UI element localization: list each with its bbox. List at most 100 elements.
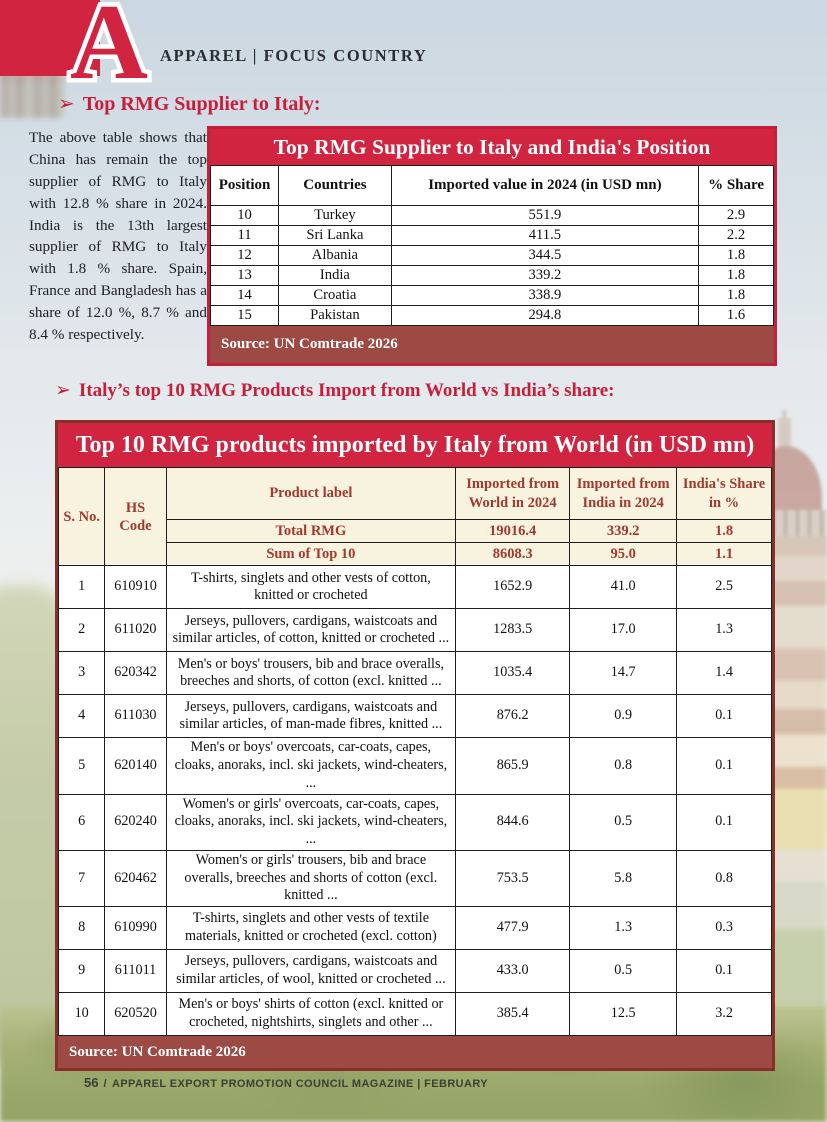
summary-value: 19016.4	[455, 518, 571, 544]
table-cell: 844.6	[455, 793, 571, 851]
table-cell: 620240	[104, 793, 167, 851]
table-cell: 13	[209, 265, 280, 286]
footer-separator: /	[103, 1078, 107, 1090]
summary-value: 95.0	[569, 542, 678, 567]
table-cell: Jerseys, pullovers, cardigans, waistcoat…	[165, 694, 457, 739]
table-cell: Men's or boys' trousers, bib and brace o…	[165, 651, 457, 696]
table-cell: 610910	[104, 565, 167, 610]
table-cell: 14.7	[569, 651, 678, 696]
table-cell: 0.8	[676, 849, 772, 908]
page-number: 56	[84, 1075, 99, 1090]
arrow-bullet-icon: ➢	[55, 380, 71, 401]
table-row: 2 611020 Jerseys, pullovers, cardigans, wa…	[57, 608, 772, 653]
table-row: 14 Croatia 338.9 1.8	[209, 285, 774, 306]
table-cell: Croatia	[278, 285, 392, 306]
section2-heading: ➢ Italy’s top 10 RMG Products Import from…	[55, 379, 614, 402]
table-cell: 10	[57, 992, 106, 1036]
table-cell: 411.5	[390, 225, 700, 246]
table-cell: 1.3	[676, 608, 772, 653]
suppliers-table-title: Top RMG Supplier to Italy and India's Po…	[210, 129, 774, 165]
table-cell: 0.5	[569, 949, 678, 993]
table-cell: 12	[209, 245, 280, 266]
table-cell: 611030	[104, 694, 167, 739]
table-cell: 551.9	[390, 205, 700, 226]
table-cell: Pakistan	[278, 305, 392, 326]
table-cell: 10	[209, 205, 280, 226]
table-row: 7 620462 Women's or girls' trousers, bib a…	[57, 849, 772, 908]
table-cell: Albania	[278, 245, 392, 266]
summary-label: Total RMG	[165, 518, 457, 544]
table-cell: 876.2	[455, 694, 571, 739]
source-bar: Source: UN Comtrade 2026	[210, 326, 774, 363]
table-header-row: S. No. HS Code Product label Imported fr…	[57, 466, 772, 567]
table-cell: 6	[57, 793, 106, 851]
column-header: Product label	[165, 467, 457, 520]
table-row: 11 Sri Lanka 411.5 2.2	[209, 225, 774, 246]
column-header: HS Code	[104, 466, 167, 567]
table-cell: T-shirts, singlets and other vests of te…	[165, 906, 457, 950]
table-cell: 344.5	[390, 245, 700, 266]
table-cell: 0.1	[676, 793, 772, 851]
source-bar: Source: UN Comtrade 2026	[58, 1036, 772, 1068]
table-row: 15 Pakistan 294.8 1.6	[209, 305, 774, 326]
section2-heading-text: Italy’s top 10 RMG Products Import from …	[78, 380, 615, 401]
table-cell: 2.2	[698, 225, 774, 246]
table-cell: 620520	[104, 992, 167, 1036]
masthead-category-label: APPAREL | FOCUS COUNTRY	[160, 46, 428, 65]
footer-text: APPAREL EXPORT PROMOTION COUNCIL MAGAZIN…	[111, 1078, 489, 1090]
table-row: 13 India 339.2 1.8	[209, 265, 774, 286]
section1-heading: ➢ Top RMG Supplier to Italy:	[58, 91, 321, 116]
table-cell: 1.3	[569, 906, 678, 950]
table-cell: 1.8	[698, 245, 774, 266]
column-header: % Share	[698, 165, 774, 206]
summary-row-sum-top10: Sum of Top 10 8608.3 95.0 1.1	[59, 542, 772, 567]
table-cell: 0.3	[676, 906, 772, 950]
table-cell: Men's or boys' shirts of cotton (excl. k…	[165, 992, 457, 1036]
table-cell: 294.8	[390, 305, 700, 326]
table-cell: 1.8	[698, 285, 774, 306]
table-cell: 41.0	[569, 565, 678, 610]
products-table-title: Top 10 RMG products imported by Italy fr…	[58, 423, 772, 467]
table-cell: 14	[209, 285, 280, 306]
suppliers-table: Top RMG Supplier to Italy and India's Po…	[207, 126, 777, 366]
table-cell: 2	[57, 608, 106, 653]
table-cell: 4	[57, 694, 106, 739]
table-cell: 620342	[104, 651, 167, 696]
apparel-logo-a: A	[66, 0, 153, 107]
column-header: Imported from India in 2024	[569, 467, 678, 520]
summary-value: 1.8	[676, 518, 772, 544]
table-cell: 433.0	[455, 949, 571, 993]
table-cell: 1652.9	[455, 565, 571, 610]
products-table-grid: S. No. HS Code Product label Imported fr…	[57, 466, 772, 1036]
table-cell: 5.8	[569, 849, 678, 908]
table-cell: 3	[57, 651, 106, 696]
table-cell: 1283.5	[455, 608, 571, 653]
table-cell: 1.4	[676, 651, 772, 696]
summary-value: 8608.3	[455, 542, 571, 567]
table-cell: 0.9	[569, 694, 678, 739]
table-cell: 3.2	[676, 992, 772, 1036]
table-cell: 477.9	[455, 906, 571, 950]
table-cell: Sri Lanka	[278, 225, 392, 246]
table-cell: 610990	[104, 906, 167, 950]
table-cell: 12.5	[569, 992, 678, 1036]
table-cell: 620140	[104, 737, 167, 795]
table-cell: Jerseys, pullovers, cardigans, waistcoat…	[165, 608, 457, 653]
column-header: Imported value in 2024 (in USD mn)	[390, 165, 700, 206]
arrow-bullet-icon: ➢	[58, 93, 75, 115]
column-header: Imported from World in 2024	[455, 467, 571, 520]
table-cell: 338.9	[390, 285, 700, 306]
table-cell: 9	[57, 949, 106, 993]
table-cell: 385.4	[455, 992, 571, 1036]
table-cell: 753.5	[455, 849, 571, 908]
table-row: 6 620240 Women's or girls' overcoats, car-…	[57, 793, 772, 851]
table-cell: 0.1	[676, 737, 772, 795]
table-cell: 611011	[104, 949, 167, 993]
table-cell: Women's or girls' overcoats, car-coats, …	[165, 793, 457, 851]
table-cell: Women's or girls' trousers, bib and brac…	[165, 849, 457, 908]
table-cell: 17.0	[569, 608, 678, 653]
table-cell: T-shirts, singlets and other vests of co…	[165, 565, 457, 610]
column-header: S. No.	[57, 466, 106, 567]
column-header: Countries	[278, 165, 392, 206]
